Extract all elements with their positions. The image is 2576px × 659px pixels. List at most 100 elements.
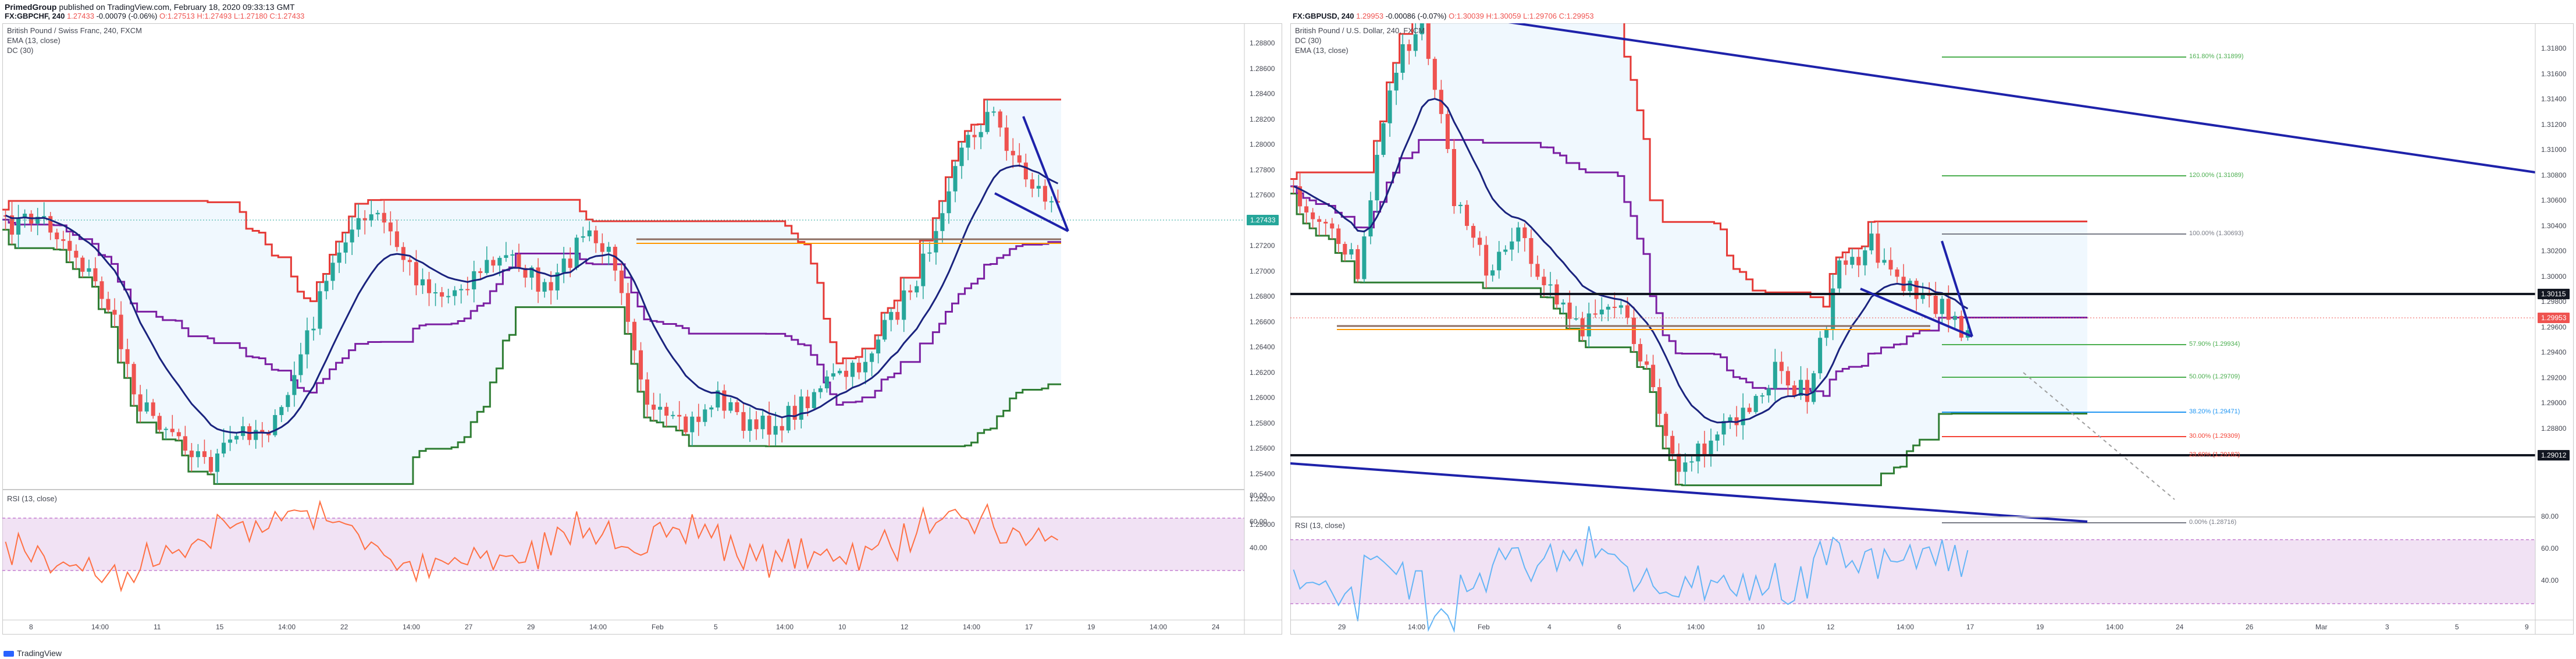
publisher-name[interactable]: PrimedGroup [5, 2, 57, 12]
right-triangle-lower[interactable] [1860, 288, 1973, 338]
candle-body [824, 376, 829, 389]
fib-level-label: 30.00% (1.29309) [2189, 433, 2240, 440]
right-tag-price: 1.29953 [2538, 313, 2570, 323]
axis-tick: 1.26000 [1250, 394, 1275, 402]
candle-body [93, 268, 98, 282]
candle-body [1721, 421, 1726, 435]
right-h: H:1.30059 [1486, 12, 1521, 20]
axis-tick: 5 [2455, 623, 2459, 631]
candle-body [1574, 318, 1578, 320]
candle-body [921, 253, 926, 286]
candle-body [311, 328, 316, 331]
axis-tick: 17 [1025, 623, 1033, 631]
candle-body [369, 214, 373, 221]
left-rsi-legend[interactable]: RSI (13, close) [7, 494, 57, 503]
fib-level-label: 23.60% (1.29182) [2189, 451, 2240, 458]
candle-body [1850, 257, 1855, 265]
candle-body [799, 396, 803, 420]
axis-tick: 1.27800 [1250, 165, 1275, 174]
candle-body [151, 402, 155, 416]
candle-body [619, 270, 624, 293]
candle-body [1908, 281, 1912, 291]
axis-tick: 1.31800 [2541, 44, 2567, 52]
candle-body [1593, 313, 1597, 315]
candle-body [1728, 417, 1732, 421]
left-ind-ema[interactable]: EMA (13, close) [7, 36, 61, 45]
candle-body [773, 426, 778, 435]
candle-body [1535, 264, 1540, 277]
axis-tick: 8 [29, 623, 33, 631]
candle-body [741, 412, 746, 431]
left-rsi-line [5, 499, 1058, 593]
right-chart-canvas[interactable] [1290, 23, 2574, 635]
candle-body [895, 311, 900, 320]
candle-body [55, 232, 59, 239]
axis-tick: 1.27200 [1250, 242, 1275, 250]
candle-body [767, 416, 771, 435]
candle-body [305, 330, 309, 355]
candle-body [1497, 251, 1502, 271]
candle-body [407, 260, 412, 263]
left-ind-dc[interactable]: DC (30) [7, 46, 34, 55]
candle-body [587, 230, 592, 236]
axis-tick: 80.00 [2541, 512, 2559, 520]
axis-tick: 1.25800 [1250, 419, 1275, 427]
candle-body [10, 215, 15, 235]
candle-body [991, 111, 996, 113]
left-title[interactable]: British Pound / Swiss Franc, 240, FXCM [7, 26, 142, 35]
candle-body [812, 392, 816, 409]
candle-body [1785, 371, 1790, 386]
left-symbol[interactable]: FX:GBPCHF, 240 [5, 12, 65, 20]
right-triangle-upper[interactable] [1941, 240, 1973, 337]
left-chart-canvas[interactable] [2, 23, 1282, 635]
left-rsi-band [2, 518, 1244, 571]
tradingview-logo[interactable]: TradingView [3, 649, 62, 658]
axis-tick: 1.29200 [2541, 373, 2567, 382]
candle-body [170, 428, 175, 433]
candle-body [279, 407, 284, 415]
candle-body [446, 296, 451, 297]
left-open: 1.27433 [66, 12, 94, 20]
left-trendline-upper[interactable] [1022, 116, 1069, 232]
candle-body [1766, 388, 1771, 396]
axis-tick: 9 [2525, 623, 2529, 631]
candle-body [581, 236, 585, 238]
right-long-trendline-upper[interactable] [1476, 23, 2536, 173]
candle-body [1895, 269, 1899, 277]
candle-body [67, 240, 72, 251]
candle-body [979, 132, 983, 137]
fib-level-label: 0.00% (1.28716) [2189, 519, 2237, 526]
candle-body [664, 406, 669, 416]
left-trendline-lower[interactable] [994, 192, 1069, 232]
candle-body [523, 268, 528, 278]
axis-tick: 17 [1966, 623, 1974, 631]
fib-level-label: 38.20% (1.29471) [2189, 408, 2240, 415]
left-ema-line [5, 164, 1059, 434]
candle-body [202, 451, 207, 458]
axis-tick: 40.00 [2541, 576, 2559, 584]
candle-body [876, 339, 881, 354]
right-long-trendline-lower[interactable] [1290, 462, 2088, 523]
candle-body [1381, 123, 1386, 155]
axis-tick: 14:00 [1687, 623, 1705, 631]
candle-body [638, 350, 643, 380]
candle-body [837, 370, 842, 374]
right-donchian-lower [1290, 192, 2087, 487]
candle-body [324, 281, 329, 292]
candle-body [1946, 299, 1951, 320]
right-rsi-legend[interactable]: RSI (13, close) [1295, 521, 1345, 530]
right-symbol[interactable]: FX:GBPUSD, 240 [1293, 12, 1354, 20]
candle-body [1529, 238, 1533, 264]
right-tag-lower: 1.29012 [2538, 450, 2570, 460]
axis-tick: 24 [1212, 623, 1220, 631]
candle-body [183, 436, 187, 451]
candle-body [1023, 162, 1028, 180]
candle-body [902, 290, 906, 320]
candle-body [1387, 90, 1392, 123]
right-title[interactable]: British Pound / U.S. Dollar, 240, FXCM [1295, 26, 1425, 35]
axis-tick: 1.31200 [2541, 120, 2567, 129]
right-ind-ema[interactable]: EMA (13, close) [1295, 46, 1349, 55]
candle-body [1599, 309, 1604, 315]
candle-body [112, 310, 117, 315]
right-ind-dc[interactable]: DC (30) [1295, 36, 1322, 45]
